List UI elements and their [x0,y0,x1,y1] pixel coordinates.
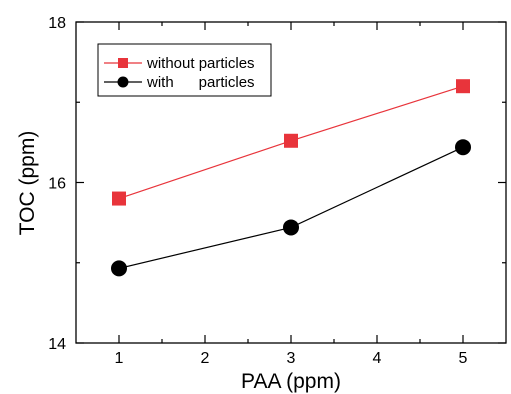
axis-ticks [76,21,506,344]
data-point-square [284,133,298,148]
y-tick-label: 18 [48,15,66,32]
data-point-square [112,191,126,206]
data-point-circle [455,139,471,156]
legend-box [97,43,272,97]
x-tick-label: 5 [459,350,468,367]
y-tick-label: 16 [48,176,66,193]
legend-label-without-particles: without particles [146,55,255,72]
data-point-circle [283,219,299,236]
y-axis-title: TOC (ppm) [16,131,39,236]
x-axis-title: PAA (ppm) [241,370,341,393]
x-tick-label: 4 [373,350,382,367]
legend-marker-with-particles [117,76,129,88]
legend-label-with-particles: with particles [146,74,255,91]
legend-marker-without-particles [118,58,128,68]
tick-labels: 1 2 3 4 5 14 16 18 [48,15,467,367]
legend: without particles with particles [97,43,272,97]
data-point-square [456,79,470,94]
series-layer [111,79,471,277]
y-tick-label: 14 [48,336,66,353]
x-tick-label: 1 [115,350,124,367]
data-point-circle [111,260,127,277]
x-tick-label: 3 [287,350,296,367]
x-tick-label: 2 [201,350,210,367]
